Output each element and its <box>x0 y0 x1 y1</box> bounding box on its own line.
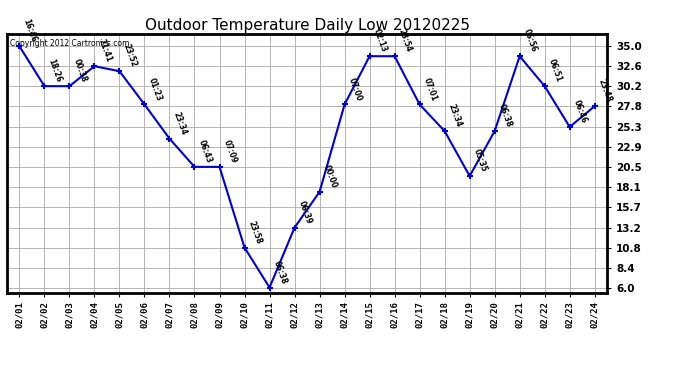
Text: 00:00: 00:00 <box>322 164 338 189</box>
Text: 07:09: 07:09 <box>221 138 238 164</box>
Text: 23:34: 23:34 <box>446 103 463 129</box>
Text: 23:54: 23:54 <box>397 28 413 54</box>
Text: 23:52: 23:52 <box>121 43 138 69</box>
Text: 23:34: 23:34 <box>172 110 188 136</box>
Text: 06:43: 06:43 <box>197 139 213 164</box>
Text: 07:00: 07:00 <box>346 76 364 102</box>
Text: Copyright 2012 Cartronics.com: Copyright 2012 Cartronics.com <box>10 39 129 48</box>
Text: 00:38: 00:38 <box>72 58 88 84</box>
Text: 06:51: 06:51 <box>546 58 563 84</box>
Text: 06:38: 06:38 <box>272 259 288 285</box>
Text: 23:48: 23:48 <box>597 78 613 104</box>
Text: 01:23: 01:23 <box>146 76 163 102</box>
Text: 06:46: 06:46 <box>572 99 589 124</box>
Text: 06:38: 06:38 <box>497 103 513 129</box>
Title: Outdoor Temperature Daily Low 20120225: Outdoor Temperature Daily Low 20120225 <box>144 18 470 33</box>
Text: 16:46: 16:46 <box>21 18 38 44</box>
Text: 18:26: 18:26 <box>46 58 63 84</box>
Text: 06:39: 06:39 <box>297 200 313 225</box>
Text: 21:41: 21:41 <box>97 38 113 64</box>
Text: 05:35: 05:35 <box>472 148 489 174</box>
Text: 06:56: 06:56 <box>522 28 538 54</box>
Text: 02:13: 02:13 <box>372 28 388 54</box>
Text: 23:58: 23:58 <box>246 219 263 245</box>
Text: 07:01: 07:01 <box>422 76 438 102</box>
